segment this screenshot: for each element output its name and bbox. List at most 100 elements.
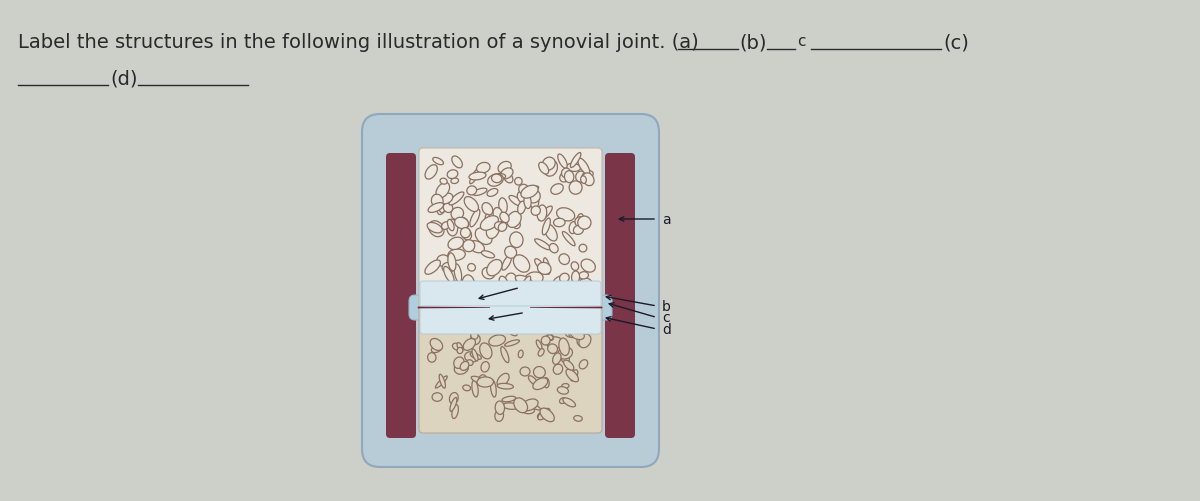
Ellipse shape bbox=[536, 340, 542, 350]
Ellipse shape bbox=[452, 344, 461, 350]
Ellipse shape bbox=[535, 239, 551, 250]
Ellipse shape bbox=[428, 203, 444, 213]
Ellipse shape bbox=[563, 398, 576, 407]
Polygon shape bbox=[418, 308, 490, 309]
Ellipse shape bbox=[445, 282, 460, 288]
Ellipse shape bbox=[547, 337, 563, 349]
Ellipse shape bbox=[440, 194, 452, 204]
Ellipse shape bbox=[497, 384, 514, 389]
Ellipse shape bbox=[522, 277, 530, 290]
Ellipse shape bbox=[469, 168, 480, 184]
Ellipse shape bbox=[481, 252, 494, 259]
Ellipse shape bbox=[580, 360, 588, 369]
Ellipse shape bbox=[491, 380, 497, 397]
Ellipse shape bbox=[470, 210, 480, 227]
Ellipse shape bbox=[517, 202, 526, 214]
Ellipse shape bbox=[524, 273, 544, 286]
Ellipse shape bbox=[559, 338, 569, 356]
Ellipse shape bbox=[574, 416, 582, 421]
Text: (c): (c) bbox=[943, 34, 968, 53]
Text: (d): (d) bbox=[110, 69, 138, 88]
Ellipse shape bbox=[578, 315, 588, 324]
Ellipse shape bbox=[547, 344, 558, 354]
Ellipse shape bbox=[481, 362, 490, 372]
Ellipse shape bbox=[577, 216, 590, 230]
Ellipse shape bbox=[570, 329, 584, 340]
Ellipse shape bbox=[541, 337, 550, 345]
Ellipse shape bbox=[518, 351, 523, 358]
Ellipse shape bbox=[444, 267, 454, 284]
Ellipse shape bbox=[499, 277, 509, 291]
Ellipse shape bbox=[516, 316, 527, 326]
Ellipse shape bbox=[504, 173, 512, 183]
Ellipse shape bbox=[446, 220, 457, 236]
Ellipse shape bbox=[467, 360, 473, 366]
Ellipse shape bbox=[461, 228, 470, 238]
Ellipse shape bbox=[535, 259, 544, 269]
Ellipse shape bbox=[502, 396, 516, 402]
Ellipse shape bbox=[475, 228, 492, 245]
Ellipse shape bbox=[539, 163, 548, 175]
Ellipse shape bbox=[503, 403, 518, 409]
FancyBboxPatch shape bbox=[420, 282, 601, 310]
Ellipse shape bbox=[432, 345, 442, 353]
Ellipse shape bbox=[562, 353, 569, 364]
Text: c: c bbox=[797, 34, 805, 49]
Ellipse shape bbox=[576, 214, 584, 228]
Ellipse shape bbox=[494, 410, 504, 421]
Ellipse shape bbox=[545, 224, 557, 241]
Ellipse shape bbox=[492, 175, 502, 183]
Ellipse shape bbox=[426, 320, 443, 331]
Ellipse shape bbox=[463, 339, 475, 351]
Ellipse shape bbox=[457, 323, 467, 332]
Ellipse shape bbox=[550, 244, 558, 254]
Ellipse shape bbox=[510, 232, 523, 248]
Ellipse shape bbox=[521, 186, 538, 199]
Polygon shape bbox=[530, 308, 602, 309]
Ellipse shape bbox=[533, 378, 547, 390]
Ellipse shape bbox=[487, 189, 498, 197]
Ellipse shape bbox=[440, 179, 448, 185]
Ellipse shape bbox=[534, 367, 545, 378]
Ellipse shape bbox=[480, 343, 492, 359]
Ellipse shape bbox=[433, 158, 444, 165]
Ellipse shape bbox=[583, 173, 594, 186]
Ellipse shape bbox=[449, 192, 464, 205]
Ellipse shape bbox=[520, 367, 530, 376]
Ellipse shape bbox=[488, 335, 505, 346]
Ellipse shape bbox=[482, 203, 493, 215]
Ellipse shape bbox=[499, 198, 508, 214]
Ellipse shape bbox=[570, 153, 581, 168]
Text: Label the structures in the following illustration of a synovial joint. (a): Label the structures in the following il… bbox=[18, 34, 698, 53]
Ellipse shape bbox=[514, 398, 528, 413]
Ellipse shape bbox=[458, 218, 468, 229]
Ellipse shape bbox=[487, 260, 502, 276]
Ellipse shape bbox=[469, 173, 486, 180]
Ellipse shape bbox=[551, 184, 563, 195]
Ellipse shape bbox=[558, 155, 568, 169]
Ellipse shape bbox=[472, 349, 478, 361]
Ellipse shape bbox=[457, 348, 463, 354]
Ellipse shape bbox=[427, 223, 443, 233]
Ellipse shape bbox=[462, 229, 472, 240]
Ellipse shape bbox=[427, 353, 436, 363]
Ellipse shape bbox=[451, 208, 463, 220]
Ellipse shape bbox=[544, 378, 550, 388]
Ellipse shape bbox=[486, 221, 499, 239]
Ellipse shape bbox=[505, 274, 516, 286]
FancyBboxPatch shape bbox=[362, 115, 659, 467]
Ellipse shape bbox=[528, 376, 538, 385]
Ellipse shape bbox=[432, 393, 443, 401]
Ellipse shape bbox=[582, 171, 593, 180]
Ellipse shape bbox=[500, 168, 514, 179]
Ellipse shape bbox=[467, 186, 476, 195]
Ellipse shape bbox=[455, 362, 468, 374]
FancyBboxPatch shape bbox=[386, 154, 416, 438]
Ellipse shape bbox=[517, 192, 529, 204]
Ellipse shape bbox=[571, 272, 580, 284]
Ellipse shape bbox=[522, 278, 532, 288]
Text: (b): (b) bbox=[739, 34, 767, 53]
Ellipse shape bbox=[536, 371, 544, 377]
Ellipse shape bbox=[544, 160, 558, 177]
Ellipse shape bbox=[553, 277, 564, 287]
